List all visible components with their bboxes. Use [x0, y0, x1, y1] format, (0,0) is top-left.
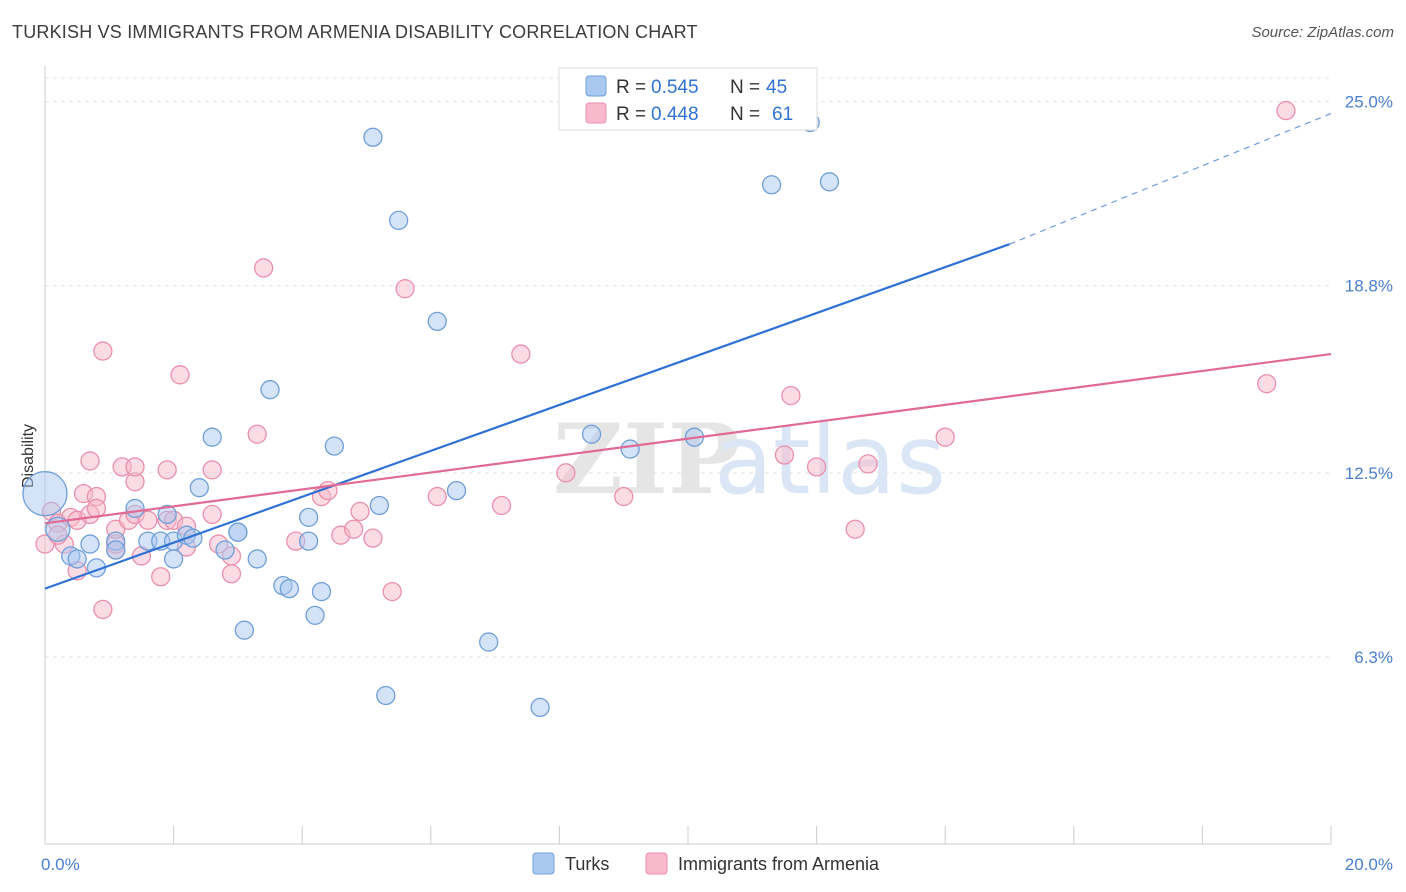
armenia-point-9 [80, 451, 100, 471]
armenia-point-47 [427, 486, 447, 507]
armenia-point-24 [151, 567, 171, 587]
turks-point-29 [311, 581, 332, 602]
bottom-legend-swatch-turks [532, 852, 555, 875]
armenia-point-48 [491, 495, 512, 516]
y-tick-label-1: 12.5% [1345, 464, 1393, 483]
armenia-point-57 [935, 427, 955, 447]
turks-point-26 [298, 531, 319, 551]
turks-trendline-extension [1009, 112, 1332, 245]
legend-r-value-armenia: 0.448 [651, 104, 699, 125]
armenia-point-53 [781, 385, 801, 406]
y-tick-labels: 6.3% 12.5% 18.8% 25.0% [1345, 93, 1393, 667]
turks-point-33 [376, 685, 396, 706]
armenia-point-21 [125, 457, 145, 477]
turks-point-0 [22, 470, 68, 517]
armenia-point-46 [395, 279, 415, 299]
trendlines [44, 112, 1332, 590]
armenia-point-59 [1276, 100, 1296, 121]
armenia-point-37 [253, 258, 274, 278]
legend-n-label-turks: N = [730, 77, 760, 98]
turks-point-39 [581, 424, 602, 444]
legend-n-value-turks: 45 [766, 77, 787, 98]
armenia-point-52 [774, 445, 795, 465]
armenia-point-44 [363, 528, 383, 548]
turks-point-16 [189, 478, 209, 498]
watermark: ZIP atlas [553, 403, 946, 516]
turks-point-13 [163, 549, 184, 569]
armenia-point-56 [858, 454, 878, 474]
y-axis-label: Disability [20, 424, 37, 488]
armenia-point-31 [202, 460, 222, 480]
turks-point-30 [324, 436, 345, 456]
bottom-legend-label-turks: Turks [565, 854, 609, 874]
watermark-zip: ZIP [553, 403, 740, 516]
armenia-point-28 [170, 365, 190, 385]
turks-trendline [44, 243, 1010, 590]
armenia-point-49 [511, 344, 531, 364]
turks-point-4 [80, 534, 100, 554]
turks-point-25 [279, 578, 299, 599]
armenia-point-51 [614, 486, 634, 507]
armenia-point-26 [157, 460, 177, 480]
turks-point-22 [247, 549, 267, 569]
armenia-point-23 [138, 510, 158, 530]
turks-point-20 [228, 522, 248, 542]
legend-r-label-turks: R = [616, 77, 646, 98]
turks-point-17 [202, 427, 222, 447]
correlation-legend: R = 0.545 N = 45 R = 0.448 N = 61 [558, 67, 818, 131]
chart-title: TURKISH VS IMMIGRANTS FROM ARMENIA DISAB… [12, 22, 698, 42]
legend-r-value-turks: 0.545 [651, 77, 699, 98]
y-tick-label-3: 25.0% [1345, 93, 1393, 112]
turks-point-36 [446, 480, 467, 501]
armenia-point-54 [806, 457, 827, 477]
x-tick-label-1: 20.0% [1345, 855, 1393, 874]
turks-point-23 [260, 380, 280, 400]
turks-point-7 [106, 540, 126, 560]
watermark-atlas: atlas [714, 404, 946, 516]
y-tick-label-2: 18.8% [1345, 277, 1393, 296]
turks-point-8 [125, 498, 145, 519]
source-label: Source: ZipAtlas.com [1251, 24, 1394, 41]
x-tick-labels: 0.0% 20.0% [41, 855, 1393, 874]
turks-point-35 [427, 311, 447, 332]
turks-point-28 [305, 605, 325, 626]
armenia-point-35 [221, 564, 242, 584]
y-tick-label-0: 6.3% [1354, 648, 1393, 667]
bottom-legend-swatch-armenia [645, 852, 668, 875]
bottom-legend-label-armenia: Immigrants from Armenia [678, 854, 880, 874]
turks-point-37 [479, 632, 499, 652]
turks-point-38 [530, 697, 550, 718]
legend-swatch-armenia [585, 102, 607, 124]
armenia-trendline [44, 352, 1332, 525]
armenia-point-50 [556, 463, 576, 483]
armenia-point-13 [93, 341, 113, 361]
armenia-point-58 [1257, 374, 1277, 394]
armenia-point-36 [247, 424, 267, 444]
turks-point-40 [620, 439, 640, 459]
turks-point-11 [157, 504, 177, 525]
turks-point-27 [298, 507, 319, 528]
armenia-point-45 [382, 581, 402, 602]
armenia-point-12 [93, 599, 113, 620]
legend-r-label-armenia: R = [616, 104, 646, 125]
series-legend: Turks Immigrants from Armenia [532, 852, 880, 875]
turks-point-3 [67, 549, 87, 569]
axes [44, 66, 1332, 845]
turks-point-31 [363, 127, 383, 147]
turks-point-42 [761, 175, 782, 195]
legend-swatch-turks [585, 75, 607, 97]
turks-point-44 [819, 172, 840, 192]
legend-n-value-armenia: 61 [772, 104, 793, 125]
armenia-point-55 [845, 519, 865, 539]
turks-point-32 [369, 495, 390, 516]
turks-point-21 [234, 620, 254, 640]
turks-point-18 [215, 540, 235, 560]
armenia-point-42 [343, 519, 364, 539]
armenia-point-43 [350, 501, 370, 522]
legend-n-label-armenia: N = [730, 104, 760, 125]
armenia-point-32 [202, 504, 222, 525]
x-tick-label-0: 0.0% [41, 855, 80, 874]
turks-point-34 [388, 210, 409, 231]
